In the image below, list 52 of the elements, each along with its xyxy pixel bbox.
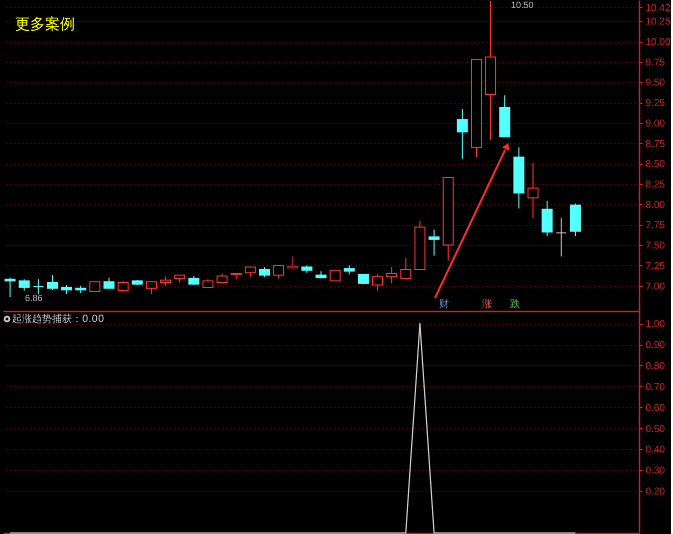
y-tick-label: 7.25 [646, 260, 666, 272]
annotation: 跌 [510, 298, 520, 310]
y-tick-label: 7.00 [646, 281, 666, 292]
y-tick-label: 10.42 [646, 2, 671, 14]
y-tick-label: 9.75 [646, 57, 666, 68]
y-tick-label: 7.50 [646, 240, 666, 252]
candlestick [556, 218, 567, 257]
candlestick [330, 270, 341, 282]
y-tick-label: 8.25 [646, 179, 666, 190]
candlestick [4, 277, 16, 298]
candlestick [118, 280, 129, 292]
text: 更多案例 [15, 15, 75, 33]
y-tick-label: 0.20 [646, 486, 666, 498]
candlestick [456, 108, 468, 160]
y-tick-label: 7.75 [646, 220, 666, 232]
y-tick-label: 0.60 [646, 402, 666, 414]
annotation: 6.86 [25, 293, 43, 303]
candlestick [244, 266, 256, 278]
candlestick [400, 258, 412, 279]
annotation: 财 [439, 298, 449, 310]
y-tick-label: 8.00 [646, 200, 666, 211]
y-tick-label: 9.00 [646, 118, 666, 130]
y-tick-label: 0.90 [646, 340, 666, 352]
candlestick [386, 266, 398, 284]
candlestick [104, 277, 114, 289]
candlestick [287, 256, 298, 270]
legend-label: 起涨趋势捕获：0.00 [12, 313, 104, 325]
candlestick [18, 278, 30, 292]
y-tick-label: 9.25 [646, 98, 666, 110]
y-tick-label: 9.50 [646, 78, 666, 89]
candlestick [428, 229, 440, 256]
candlestick [89, 281, 100, 292]
annotation: 涨 [482, 298, 492, 310]
y-tick-label: 10.25 [646, 16, 671, 28]
y-tick-label: 8.50 [646, 159, 666, 170]
candlestick [372, 274, 384, 292]
candlestick [273, 264, 284, 279]
candlestick [258, 266, 270, 278]
y-tick-label: 0.30 [646, 466, 666, 477]
y-tick-label: 10.00 [646, 37, 671, 48]
candlestick [32, 278, 44, 294]
candlestick [46, 274, 58, 290]
y-tick-label: 0.50 [646, 424, 666, 435]
y-tick-label: 1.00 [646, 319, 666, 330]
candlestick [146, 281, 157, 294]
y-tick-label: 0.40 [646, 444, 666, 456]
candlestick [542, 200, 553, 237]
annotation: 10.50 [511, 0, 534, 10]
y-tick-label: 0.70 [646, 382, 666, 393]
candlestick [528, 162, 538, 219]
y-tick-label: 0.80 [646, 360, 666, 372]
y-tick-label: 8.75 [646, 138, 666, 150]
